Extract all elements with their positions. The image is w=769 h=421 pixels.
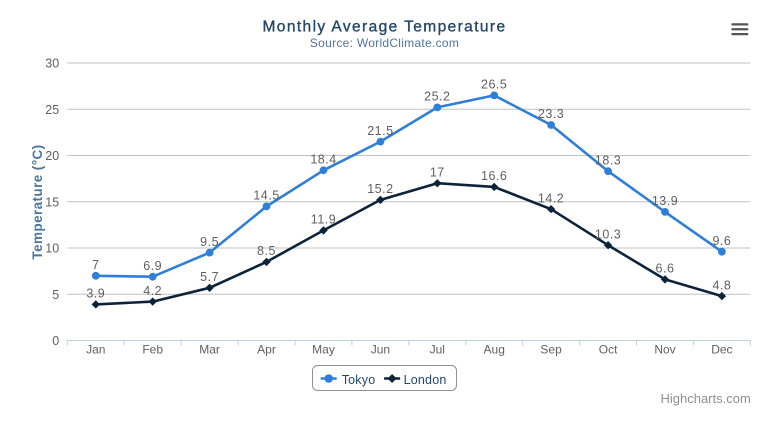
- svg-text:11.9: 11.9: [311, 213, 336, 227]
- svg-text:8.5: 8.5: [257, 244, 276, 258]
- svg-text:5: 5: [52, 288, 59, 302]
- svg-text:0: 0: [52, 334, 59, 348]
- svg-text:Dec: Dec: [711, 343, 732, 357]
- svg-text:13.9: 13.9: [652, 194, 678, 208]
- svg-text:London: London: [404, 373, 447, 387]
- svg-text:4.8: 4.8: [712, 278, 731, 292]
- svg-text:Temperature (°C): Temperature (°C): [30, 144, 45, 259]
- svg-text:9.6: 9.6: [712, 234, 731, 248]
- svg-text:25.2: 25.2: [424, 90, 450, 104]
- svg-text:25: 25: [45, 103, 59, 117]
- svg-text:4.2: 4.2: [143, 284, 162, 298]
- svg-text:14.2: 14.2: [538, 191, 564, 205]
- svg-text:15: 15: [45, 195, 59, 209]
- svg-text:9.5: 9.5: [200, 235, 219, 249]
- svg-text:30: 30: [45, 57, 59, 71]
- svg-text:6.9: 6.9: [143, 259, 162, 273]
- svg-text:3.9: 3.9: [86, 287, 105, 301]
- svg-text:Jun: Jun: [371, 343, 390, 357]
- svg-text:20: 20: [45, 149, 59, 163]
- svg-text:Highcharts.com: Highcharts.com: [660, 391, 750, 406]
- svg-text:18.3: 18.3: [595, 153, 621, 167]
- svg-text:Jan: Jan: [86, 343, 105, 357]
- svg-text:May: May: [312, 343, 335, 357]
- svg-text:14.5: 14.5: [253, 189, 279, 203]
- svg-text:23.3: 23.3: [538, 107, 564, 121]
- svg-text:Apr: Apr: [257, 343, 276, 357]
- svg-text:Jul: Jul: [430, 343, 445, 357]
- svg-text:15.2: 15.2: [367, 182, 393, 196]
- svg-text:Source: WorldClimate.com: Source: WorldClimate.com: [310, 36, 459, 50]
- svg-text:Monthly Average Temperature: Monthly Average Temperature: [262, 19, 506, 36]
- svg-text:7: 7: [92, 258, 99, 272]
- svg-text:17: 17: [430, 165, 445, 179]
- svg-text:21.5: 21.5: [367, 124, 393, 138]
- svg-text:18.4: 18.4: [310, 153, 336, 167]
- svg-text:Oct: Oct: [599, 343, 618, 357]
- svg-text:Sep: Sep: [540, 343, 562, 357]
- svg-text:26.5: 26.5: [481, 78, 507, 92]
- svg-text:Mar: Mar: [199, 343, 220, 357]
- svg-text:Feb: Feb: [142, 343, 163, 357]
- svg-text:10: 10: [45, 242, 59, 256]
- svg-text:6.6: 6.6: [656, 262, 675, 276]
- svg-text:Nov: Nov: [654, 343, 675, 357]
- svg-text:Aug: Aug: [484, 343, 505, 357]
- svg-text:Tokyo: Tokyo: [342, 373, 376, 387]
- svg-text:5.7: 5.7: [200, 270, 219, 284]
- svg-text:16.6: 16.6: [481, 169, 507, 183]
- svg-text:10.3: 10.3: [595, 227, 621, 241]
